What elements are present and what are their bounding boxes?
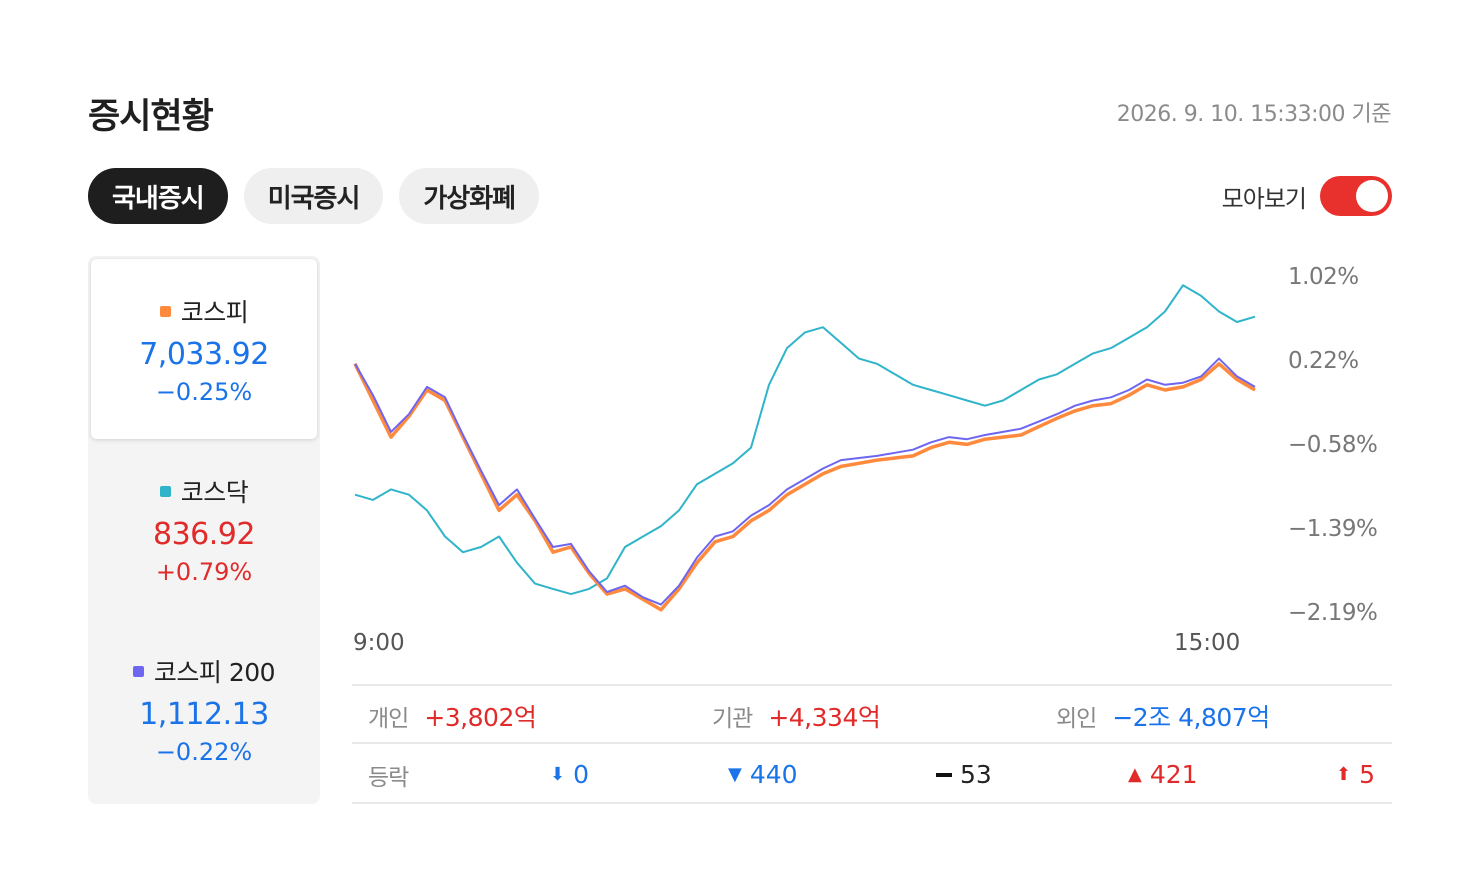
x-tick-label: 9:00 — [353, 630, 405, 656]
tab-us[interactable]: 미국증시 — [243, 168, 384, 224]
unchanged-count: 53 — [936, 760, 992, 789]
index-card-kosdaq[interactable]: 코스닥 836.92 +0.79% — [88, 439, 320, 619]
tab-domestic[interactable]: 국내증시 — [88, 168, 228, 224]
view-all-toggle-group: 모아보기 — [1222, 176, 1392, 216]
series-line-2 — [354, 357, 1256, 606]
chart-svg — [353, 284, 1256, 612]
count-value: 5 — [1359, 760, 1375, 789]
index-name-label: 코스피 — [180, 298, 249, 327]
index-value: 836.92 — [153, 517, 255, 552]
y-tick-label: −1.39% — [1288, 516, 1378, 542]
index-panel: 코스피 7,033.92 −0.25% 코스닥 836.92 +0.79% 코스… — [88, 256, 320, 804]
index-name: 코스피 — [159, 293, 249, 329]
investor-individual: 개인 +3,802억 — [368, 698, 537, 734]
investor-label: 개인 — [368, 706, 409, 732]
index-name: 코스닥 — [159, 473, 249, 509]
investor-flow-row: 개인 +3,802억 기관 +4,334억 외인 −2조 4,807억 — [352, 684, 1392, 744]
market-tabs: 국내증시 미국증시 가상화폐 — [88, 168, 540, 224]
upper-limit-count: ⬆ 5 — [1336, 760, 1375, 789]
series-line-1 — [354, 284, 1256, 596]
lower-limit-count: ⬇ 0 — [550, 760, 589, 789]
y-tick-label: −2.19% — [1288, 600, 1378, 626]
investor-institution: 기관 +4,334억 — [712, 698, 881, 734]
arrow-down-icon: ⬇ — [550, 764, 566, 785]
index-name-label: 코스닥 — [180, 478, 249, 507]
index-change: +0.79% — [155, 558, 253, 586]
advance-decline-row: 등락 ⬇ 0 ▼ 440 53 ▲ 421 ⬆ 5 — [352, 744, 1392, 804]
timestamp: 2026. 9. 10. 15:33:00 기준 — [1116, 102, 1392, 127]
index-card-kospi[interactable]: 코스피 7,033.92 −0.25% — [91, 259, 317, 439]
kospi200-legend-dot — [132, 665, 144, 677]
advance-decline-label: 등락 — [368, 765, 409, 791]
count-value: 53 — [960, 760, 992, 789]
triangle-up-icon: ▲ — [1128, 764, 1142, 785]
arrow-up-icon: ⬆ — [1336, 764, 1352, 785]
count-value: 421 — [1149, 760, 1198, 789]
y-tick-label: −0.58% — [1288, 432, 1378, 458]
investor-label: 외인 — [1056, 706, 1097, 732]
investor-foreign: 외인 −2조 4,807억 — [1056, 698, 1270, 734]
index-value: 1,112.13 — [139, 697, 269, 732]
page-title: 증시현황 — [88, 97, 214, 137]
index-name-label: 코스피 200 — [153, 658, 276, 687]
index-card-kospi200[interactable]: 코스피 200 1,112.13 −0.22% — [88, 619, 320, 799]
index-name: 코스피 200 — [132, 653, 276, 689]
investor-value: −2조 4,807억 — [1112, 703, 1270, 732]
x-tick-label: 15:00 — [1174, 630, 1241, 656]
investor-label: 기관 — [712, 706, 753, 732]
index-value: 7,033.92 — [139, 337, 269, 372]
y-tick-label: 0.22% — [1288, 348, 1359, 374]
index-chart: 1.02% 0.22% −0.58% −1.39% −2.19% 9:00 15… — [340, 256, 1400, 676]
advance-count: ▲ 421 — [1128, 760, 1198, 789]
dash-icon — [936, 772, 952, 777]
decline-count: ▼ 440 — [728, 760, 798, 789]
toggle-label: 모아보기 — [1221, 184, 1307, 213]
count-value: 440 — [749, 760, 798, 789]
view-all-toggle[interactable] — [1320, 176, 1392, 216]
count-value: 0 — [573, 760, 589, 789]
index-change: −0.25% — [155, 378, 253, 406]
series-line-0 — [353, 362, 1256, 612]
index-change: −0.22% — [155, 738, 253, 766]
triangle-down-icon: ▼ — [728, 764, 742, 785]
tab-crypto[interactable]: 가상화폐 — [399, 168, 540, 224]
investor-value: +3,802억 — [424, 703, 537, 732]
kosdaq-legend-dot — [159, 485, 171, 497]
toggle-knob — [1356, 180, 1388, 212]
kospi-legend-dot — [159, 305, 171, 317]
y-tick-label: 1.02% — [1288, 264, 1359, 290]
investor-value: +4,334억 — [768, 703, 881, 732]
